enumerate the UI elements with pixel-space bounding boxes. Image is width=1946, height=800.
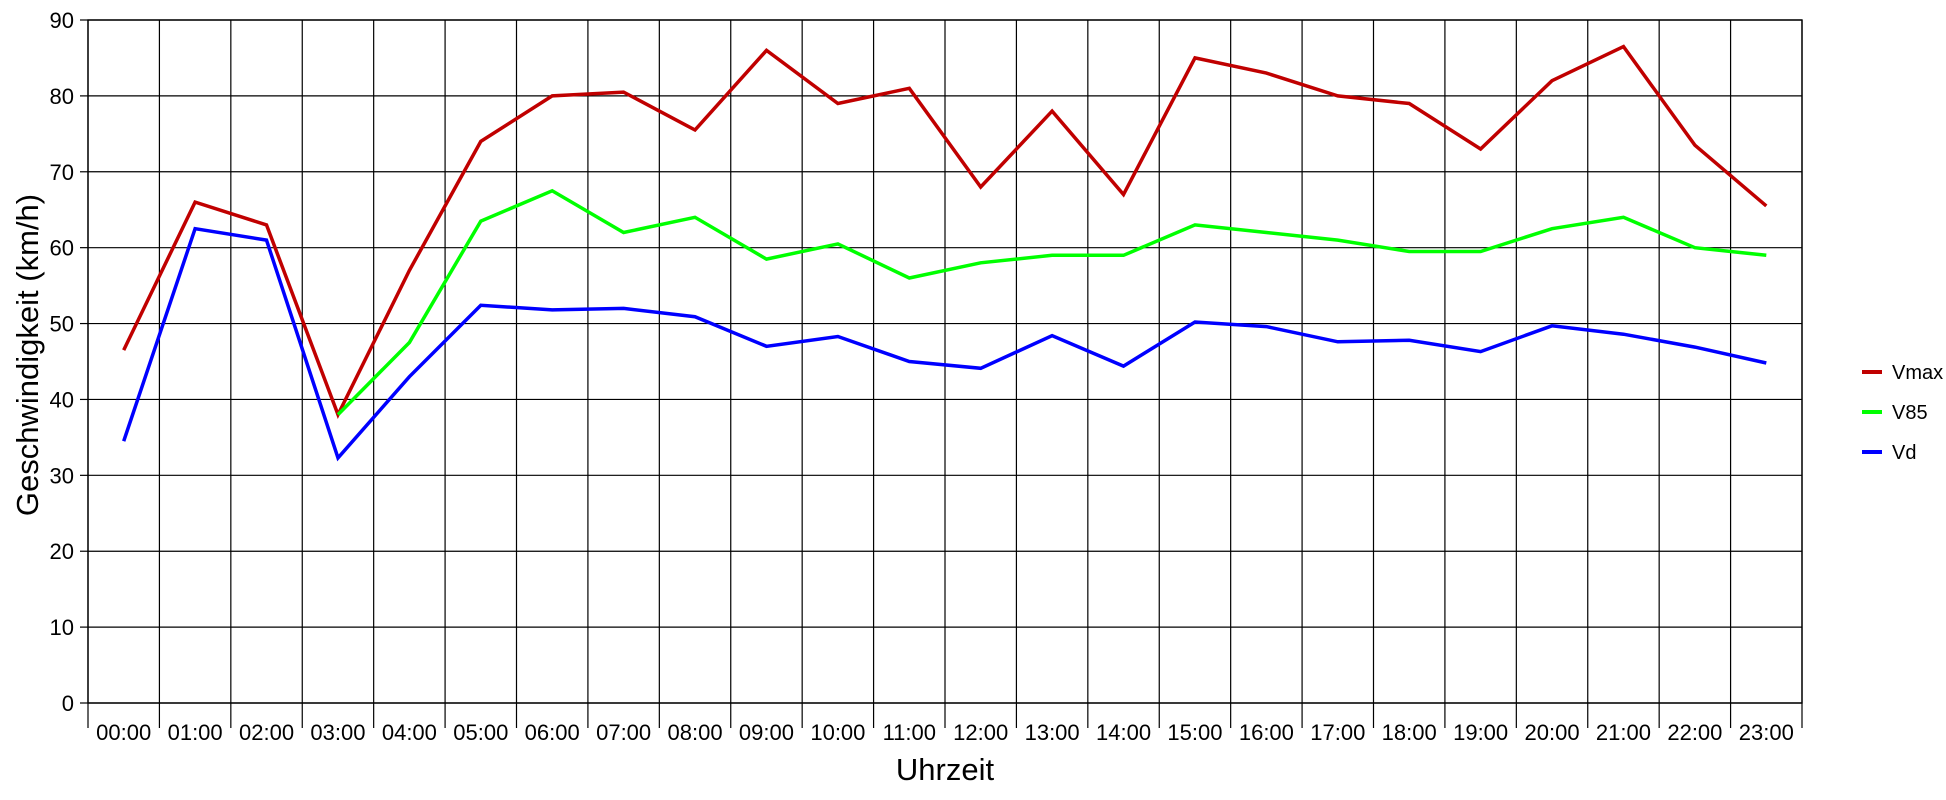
series-v85 xyxy=(336,188,1767,416)
x-tick-label: 17:00 xyxy=(1310,720,1365,745)
y-tick-label: 10 xyxy=(50,615,74,640)
x-tick-label: 03:00 xyxy=(310,720,365,745)
y-tick-label: 90 xyxy=(50,8,74,33)
x-tick-label: 08:00 xyxy=(668,720,723,745)
x-tick-label: 20:00 xyxy=(1525,720,1580,745)
y-tick-label: 0 xyxy=(62,691,74,716)
y-tick-label: 40 xyxy=(50,387,74,412)
x-tick-label: 21:00 xyxy=(1596,720,1651,745)
legend-label-vd: Vd xyxy=(1892,442,1916,464)
x-tick-label: 06:00 xyxy=(525,720,580,745)
x-tick-label: 22:00 xyxy=(1667,720,1722,745)
series-lines xyxy=(122,44,1768,462)
x-tick-label: 04:00 xyxy=(382,720,437,745)
plot-frame xyxy=(87,19,1803,704)
x-axis-title: Uhrzeit xyxy=(896,752,995,787)
x-tick-label: 23:00 xyxy=(1739,720,1794,745)
x-tick-label: 18:00 xyxy=(1382,720,1437,745)
x-tick-label: 01:00 xyxy=(168,720,223,745)
legend-label-vmax: Vmax xyxy=(1892,362,1943,384)
series-vd xyxy=(122,226,1767,462)
x-tick-label: 05:00 xyxy=(453,720,508,745)
x-tick-label: 00:00 xyxy=(96,720,151,745)
series-line-v85 xyxy=(336,188,1767,416)
x-tick-label: 15:00 xyxy=(1167,720,1222,745)
y-tick-label: 30 xyxy=(50,463,74,488)
x-tick-label: 07:00 xyxy=(596,720,651,745)
x-tick-label: 14:00 xyxy=(1096,720,1151,745)
series-line-vd xyxy=(122,226,1767,462)
legend: Vmax V85 Vd xyxy=(1862,362,1943,464)
series-line-vmax xyxy=(122,44,1768,419)
y-tick-label: 20 xyxy=(50,539,74,564)
x-tick-label: 13:00 xyxy=(1025,720,1080,745)
axes: 0 10 20 30 40 50 60 70 80 90 00:00 01:00 02:00 03:00 0… xyxy=(50,8,1803,745)
x-tick-label: 16:00 xyxy=(1239,720,1294,745)
legend-label-v85: V85 xyxy=(1892,402,1928,424)
x-tick-label: 10:00 xyxy=(810,720,865,745)
x-tick-label: 11:00 xyxy=(883,720,936,745)
y-tick-label: 80 xyxy=(50,84,74,109)
y-axis-title: Geschwindigkeit (km/h) xyxy=(10,194,45,516)
gridlines xyxy=(87,19,1803,728)
x-tick-label: 02:00 xyxy=(239,720,294,745)
y-tick-label: 50 xyxy=(50,312,74,337)
x-tick-label: 09:00 xyxy=(739,720,794,745)
x-tick-label: 19:00 xyxy=(1453,720,1508,745)
y-tick-label: 70 xyxy=(50,160,74,185)
series-vmax xyxy=(122,44,1768,419)
y-tick-label: 60 xyxy=(50,236,74,261)
x-tick-label: 12:00 xyxy=(953,720,1008,745)
